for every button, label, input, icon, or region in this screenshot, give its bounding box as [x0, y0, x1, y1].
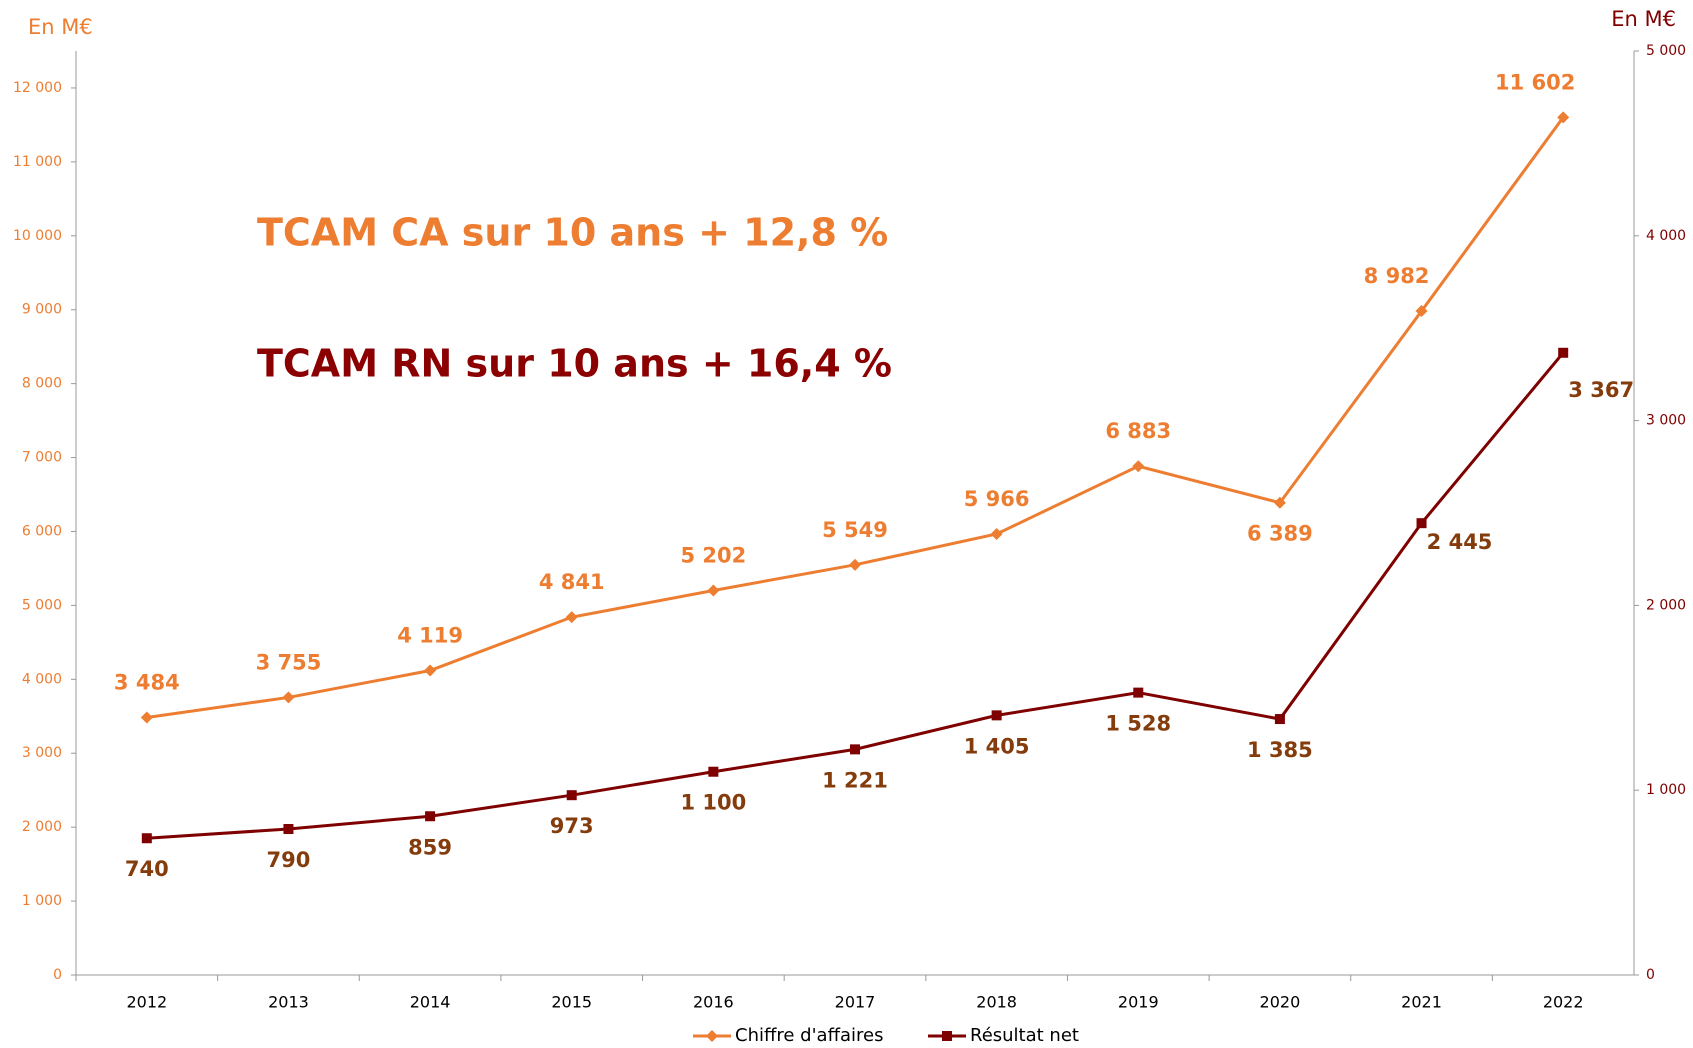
x-tick-label: 2018 — [976, 993, 1017, 1012]
y-tick-label: 4 000 — [22, 671, 62, 687]
data-point — [850, 744, 860, 755]
data-point — [140, 711, 153, 724]
y-axis-label: En M€ — [28, 15, 93, 39]
x-tick-label: 2021 — [1401, 993, 1442, 1012]
data-point — [283, 824, 294, 835]
data-label: 11 602 — [1495, 70, 1575, 94]
data-point — [1416, 518, 1427, 529]
annotation: TCAM CA sur 10 ans + 12,8 % — [257, 211, 888, 255]
data-point — [424, 664, 437, 677]
legend-marker — [942, 1031, 952, 1041]
data-label: 973 — [550, 814, 594, 838]
data-label: 1 100 — [680, 791, 746, 815]
x-tick-label: 2012 — [126, 993, 167, 1012]
annotation: TCAM RN sur 10 ans + 16,4 % — [257, 342, 892, 386]
y2-tick-label: 2 000 — [1646, 597, 1686, 613]
legend-label: Chiffre d'affaires — [735, 1025, 883, 1046]
x-tick-label: 2014 — [410, 993, 451, 1012]
y-tick-label: 5 000 — [22, 597, 62, 613]
data-point — [1132, 460, 1145, 473]
x-tick-label: 2015 — [551, 993, 592, 1012]
data-label: 3 484 — [114, 670, 180, 694]
data-label: 790 — [267, 848, 311, 872]
y-tick-label: 2 000 — [22, 819, 62, 835]
data-point — [1133, 687, 1144, 698]
data-label: 1 405 — [964, 734, 1030, 758]
data-point — [990, 527, 1003, 540]
data-label: 740 — [125, 857, 169, 881]
series-line — [146, 116, 1565, 719]
y-tick-label: 7 000 — [22, 450, 62, 466]
y-tick-label: 1 000 — [22, 893, 62, 909]
y-tick-label: 9 000 — [22, 302, 62, 318]
x-tick-label: 2013 — [268, 993, 309, 1012]
data-point — [282, 691, 295, 704]
data-label: 5 966 — [964, 487, 1030, 511]
data-point — [565, 611, 578, 624]
data-label: 5 549 — [822, 518, 888, 542]
y2-tick-label: 5 000 — [1646, 43, 1686, 59]
y-tick-label: 11 000 — [13, 154, 62, 170]
data-label: 859 — [408, 835, 452, 859]
y-tick-label: 12 000 — [13, 80, 62, 96]
data-label: 1 385 — [1247, 738, 1313, 762]
data-point — [1274, 714, 1285, 725]
data-point — [1558, 347, 1569, 358]
data-point — [141, 833, 152, 844]
data-label: 5 202 — [680, 543, 746, 567]
data-point — [566, 790, 577, 801]
data-label: 3 367 — [1568, 378, 1634, 402]
y2-tick-label: 0 — [1646, 967, 1655, 983]
y-tick-label: 3 000 — [22, 745, 62, 761]
y-tick-label: 6 000 — [22, 523, 62, 539]
legend-marker — [706, 1030, 718, 1042]
x-tick-label: 2019 — [1118, 993, 1159, 1012]
data-label: 6 883 — [1105, 419, 1171, 443]
y2-axis-label: En M€ — [1611, 7, 1676, 31]
x-tick-label: 2017 — [835, 993, 876, 1012]
data-label: 1 528 — [1105, 712, 1171, 736]
data-point — [849, 558, 861, 571]
x-tick-label: 2022 — [1543, 993, 1584, 1012]
data-point — [707, 584, 720, 597]
y-tick-label: 8 000 — [22, 376, 62, 392]
data-point — [1557, 111, 1570, 124]
legend-label: Résultat net — [970, 1025, 1079, 1046]
y2-tick-label: 1 000 — [1646, 782, 1686, 798]
x-tick-label: 2016 — [693, 993, 734, 1012]
data-point — [1273, 496, 1286, 509]
data-label: 2 445 — [1427, 530, 1493, 554]
y2-tick-label: 3 000 — [1646, 413, 1686, 429]
data-label: 1 221 — [822, 768, 888, 792]
data-label: 6 389 — [1247, 522, 1313, 546]
data-label: 3 755 — [256, 650, 322, 674]
data-label: 4 119 — [397, 624, 463, 648]
data-point — [991, 710, 1002, 721]
y2-tick-label: 4 000 — [1646, 228, 1686, 244]
data-label: 4 841 — [539, 570, 605, 594]
x-tick-label: 2020 — [1260, 993, 1301, 1012]
data-label: 8 982 — [1364, 264, 1430, 288]
y-tick-label: 0 — [53, 967, 62, 983]
data-point — [708, 766, 719, 777]
series-line — [146, 351, 1565, 840]
y-tick-label: 10 000 — [13, 228, 62, 244]
data-point — [1415, 305, 1428, 318]
data-point — [425, 811, 436, 822]
